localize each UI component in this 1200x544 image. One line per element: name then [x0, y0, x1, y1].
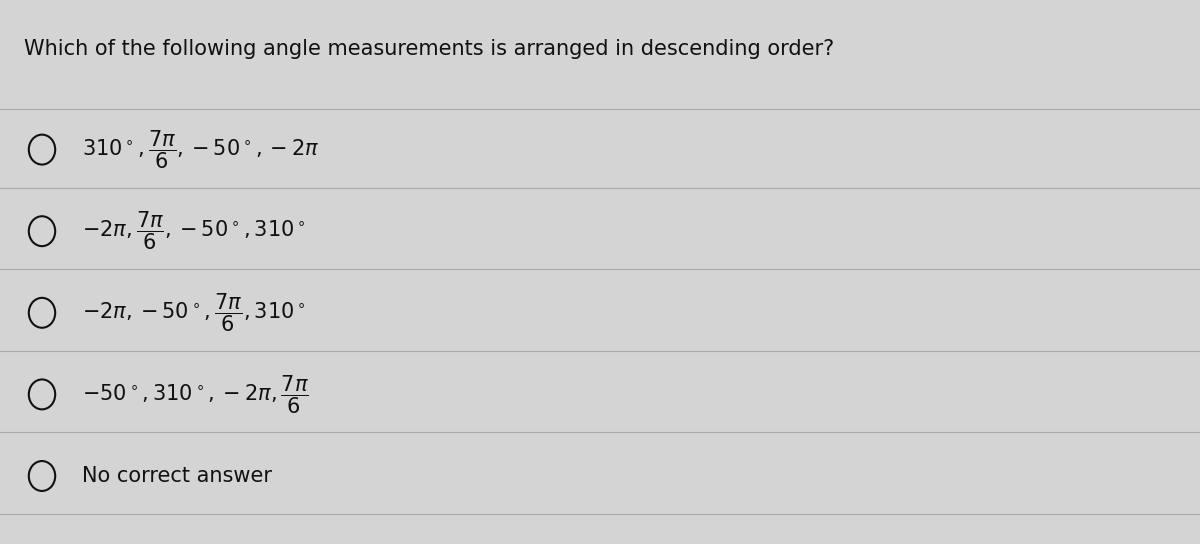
- Text: $-2\pi, -50^\circ, \dfrac{7\pi}{6}, 310^\circ$: $-2\pi, -50^\circ, \dfrac{7\pi}{6}, 310^…: [82, 292, 305, 334]
- Text: Which of the following angle measurements is arranged in descending order?: Which of the following angle measurement…: [24, 39, 834, 59]
- Text: $-2\pi, \dfrac{7\pi}{6}, -50^\circ, 310^\circ$: $-2\pi, \dfrac{7\pi}{6}, -50^\circ, 310^…: [82, 210, 305, 252]
- Text: No correct answer: No correct answer: [82, 466, 271, 486]
- Text: $310^\circ, \dfrac{7\pi}{6}, -50^\circ, -2\pi$: $310^\circ, \dfrac{7\pi}{6}, -50^\circ, …: [82, 128, 319, 171]
- Text: $-50^\circ, 310^\circ, -2\pi, \dfrac{7\pi}{6}$: $-50^\circ, 310^\circ, -2\pi, \dfrac{7\p…: [82, 373, 308, 416]
